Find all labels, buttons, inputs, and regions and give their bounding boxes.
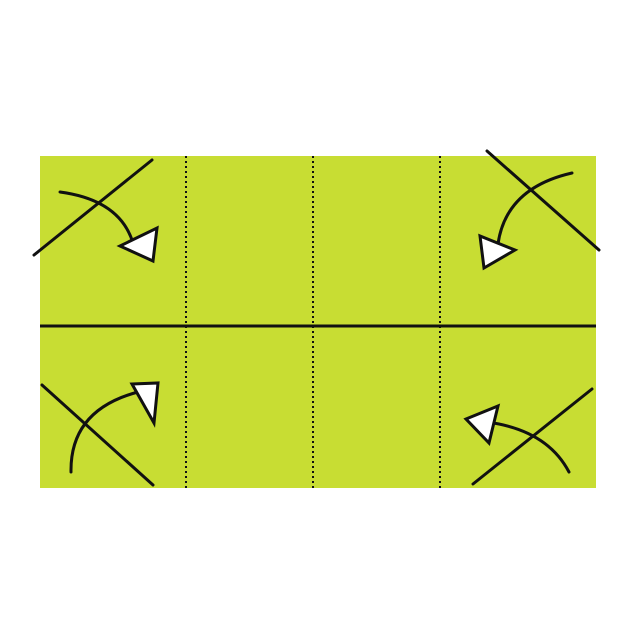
arrow-head [478,233,519,271]
arrow-head [463,403,501,447]
fold-arrow-bottom-left [69,381,160,474]
arrow-head [129,381,160,428]
arrow-shaft [58,190,135,245]
corner-crease-top-right [485,149,601,252]
arrow-shaft [69,390,140,474]
paper-sheet [40,156,596,488]
fold-arrow-top-left [58,190,159,264]
arrow-shaft [485,420,571,474]
corner-crease-top-left [32,158,154,257]
arrow-shaft [496,171,574,246]
corner-crease-bottom-left [40,383,155,487]
fold-arrow-bottom-right [463,403,571,474]
arrow-head [116,225,159,264]
fold-arrow-top-right [478,171,574,271]
